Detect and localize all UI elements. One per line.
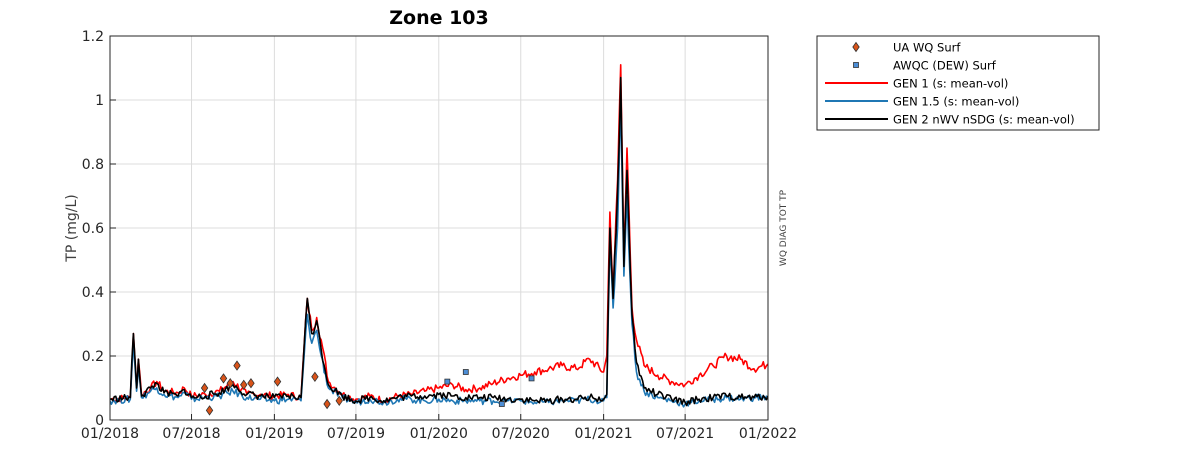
y-tick-label: 0.2 — [82, 349, 104, 365]
ua-wq-surf-marker — [247, 378, 255, 389]
series-layer — [110, 64, 768, 408]
marker-layer — [200, 360, 535, 416]
series-line-gen-1-s-mean-vol- — [110, 64, 768, 405]
ua-wq-surf-marker — [219, 373, 228, 384]
legend: UA WQ Surf AWQC (DEW) Surf GEN 1 (s: mean-… — [816, 35, 1100, 131]
ua-wq-surf-marker — [323, 398, 331, 410]
x-tick-label: 07/2019 — [327, 426, 385, 442]
x-tick-label: 01/2021 — [575, 426, 633, 442]
awqc-dew-surf-marker — [444, 378, 451, 385]
y-tick-label: 0.4 — [82, 285, 104, 301]
y-tick-label: 0 — [95, 413, 104, 429]
legend-label: GEN 2 nWV nSDG (s: mean-vol) — [893, 113, 1075, 127]
series-line-gen-1-5-s-mean-vol- — [110, 92, 768, 408]
y-tick-label: 0.6 — [82, 221, 104, 237]
x-tick-label: 07/2018 — [162, 426, 220, 442]
x-tick-label: 01/2022 — [739, 426, 797, 442]
ua-wq-surf-marker — [335, 395, 343, 406]
plot-frame — [109, 35, 769, 421]
y-tick-label: 1 — [95, 93, 104, 109]
legend-label: AWQC (DEW) Surf — [893, 59, 997, 73]
right-axis-label: WQ DIAG TOT TP — [779, 189, 789, 266]
y-tick-labels: 0 0.2 0.4 0.6 0.8 1 1.2 — [82, 29, 104, 429]
ua-wq-surf-marker — [233, 360, 241, 371]
awqc-dew-surf-marker — [498, 401, 505, 407]
x-tick-label: 07/2021 — [656, 426, 714, 442]
y-axis-label: TP (mg/L) — [64, 194, 80, 262]
x-tick-label: 01/2018 — [81, 426, 139, 442]
y-tick-label: 1.2 — [82, 29, 104, 45]
legend-label: GEN 1 (s: mean-vol) — [893, 77, 1008, 91]
legend-swatch-square — [853, 62, 859, 68]
x-tick-label: 01/2019 — [245, 426, 303, 442]
x-tick-label: 07/2020 — [492, 426, 550, 442]
legend-swatch-diamond — [852, 41, 860, 53]
ua-wq-surf-marker — [205, 405, 214, 416]
legend-label: GEN 1.5 (s: mean-vol) — [893, 95, 1019, 109]
chart-title: Zone 103 — [389, 7, 489, 29]
ua-wq-surf-marker — [226, 378, 234, 389]
ua-wq-surf-marker — [311, 371, 319, 382]
ua-wq-surf-marker — [240, 379, 248, 390]
series-line-gen-2-nwv-nsdg-s-mean-vol- — [110, 76, 768, 407]
y-tick-label: 0.8 — [82, 157, 104, 173]
awqc-dew-surf-marker — [528, 375, 535, 382]
x-tick-labels: 01/2018 07/2018 01/2019 07/2019 01/2020 07/20… — [81, 426, 797, 442]
awqc-dew-surf-marker — [462, 369, 469, 375]
ua-wq-surf-marker — [273, 376, 282, 387]
legend-label: UA WQ Surf — [893, 41, 961, 55]
ua-wq-surf-marker — [200, 382, 209, 394]
x-tick-label: 01/2020 — [410, 426, 468, 442]
